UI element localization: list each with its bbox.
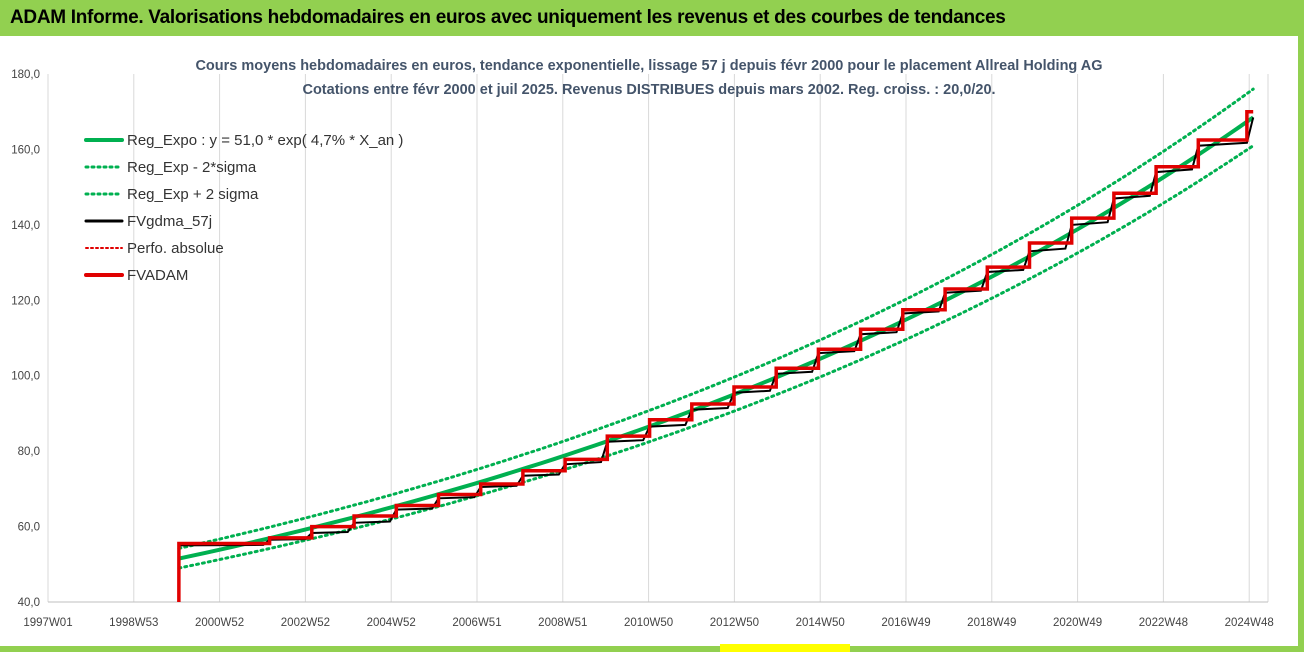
x-tick-label: 2006W51 <box>452 617 501 629</box>
x-tick-label: 2020W49 <box>1053 617 1102 629</box>
x-tick-label: 2022W48 <box>1139 617 1188 629</box>
series-line-fvadam <box>177 109 1254 603</box>
x-tick-label: 2000W52 <box>195 617 244 629</box>
chart-title: Cours moyens hebdomadaires en euros, ten… <box>195 58 1102 74</box>
y-tick-label: 80,0 <box>18 446 40 458</box>
chart-grid <box>47 74 1269 602</box>
legend-label: FVADAM <box>127 267 188 284</box>
frame-border-bottom <box>0 646 1304 652</box>
x-tick-label: 2010W50 <box>624 617 673 629</box>
y-tick-label: 60,0 <box>18 522 40 534</box>
y-tick-label: 100,0 <box>11 371 40 383</box>
y-tick-label: 120,0 <box>11 295 40 307</box>
x-tick-label: 2004W52 <box>367 617 416 629</box>
y-tick-label: 180,0 <box>11 69 40 81</box>
y-tick-label: 40,0 <box>18 597 40 609</box>
y-tick-label: 160,0 <box>11 144 40 156</box>
series-line-reg-expo <box>178 115 1255 561</box>
x-tick-label: 2016W49 <box>881 617 930 629</box>
x-tick-label: 1997W01 <box>23 617 72 629</box>
legend-label: Perfo. absolue <box>127 240 224 257</box>
legend-label: Reg_Exp - 2*sigma <box>127 159 257 176</box>
report-title: ADAM Informe. Valorisations hebdomadaire… <box>10 7 1006 28</box>
legend-label: Reg_Exp + 2 sigma <box>127 186 259 203</box>
chart-subtitle: Cotations entre févr 2000 et juil 2025. … <box>302 82 995 98</box>
x-axis: 1997W01 1998W53 2000W52 2002W52 2004W52 2006W… <box>23 601 1274 629</box>
yellow-marker <box>720 644 850 652</box>
legend: Reg_Expo : y = 51,0 * exp( 4,7% * X_an )… <box>84 132 403 284</box>
x-tick-label: 2012W50 <box>710 617 759 629</box>
x-tick-label: 2002W52 <box>281 617 330 629</box>
report-banner: ADAM Informe. Valorisations hebdomadaire… <box>0 0 1304 36</box>
x-tick-label: 2008W51 <box>538 617 587 629</box>
x-tick-label: 1998W53 <box>109 617 158 629</box>
x-tick-label: 2024W48 <box>1225 617 1274 629</box>
legend-label: Reg_Expo : y = 51,0 * exp( 4,7% * X_an ) <box>127 132 403 149</box>
x-tick-label: 2018W49 <box>967 617 1016 629</box>
frame-border-right <box>1298 36 1304 652</box>
series-line-reg-minus-2sigma <box>177 144 1255 570</box>
valuation-chart: 40,0 60,0 80,0 100,0 120,0 140,0 160,0 180,0 19… <box>11 58 1274 629</box>
series-group <box>177 87 1255 603</box>
series-line-reg-plus-2sigma <box>177 87 1255 550</box>
x-tick-label: 2014W50 <box>796 617 845 629</box>
y-axis: 40,0 60,0 80,0 100,0 120,0 140,0 160,0 180,0 <box>11 69 40 609</box>
series-line-fvgdma <box>178 117 1255 547</box>
y-tick-label: 140,0 <box>11 220 40 232</box>
legend-label: FVgdma_57j <box>127 213 212 230</box>
